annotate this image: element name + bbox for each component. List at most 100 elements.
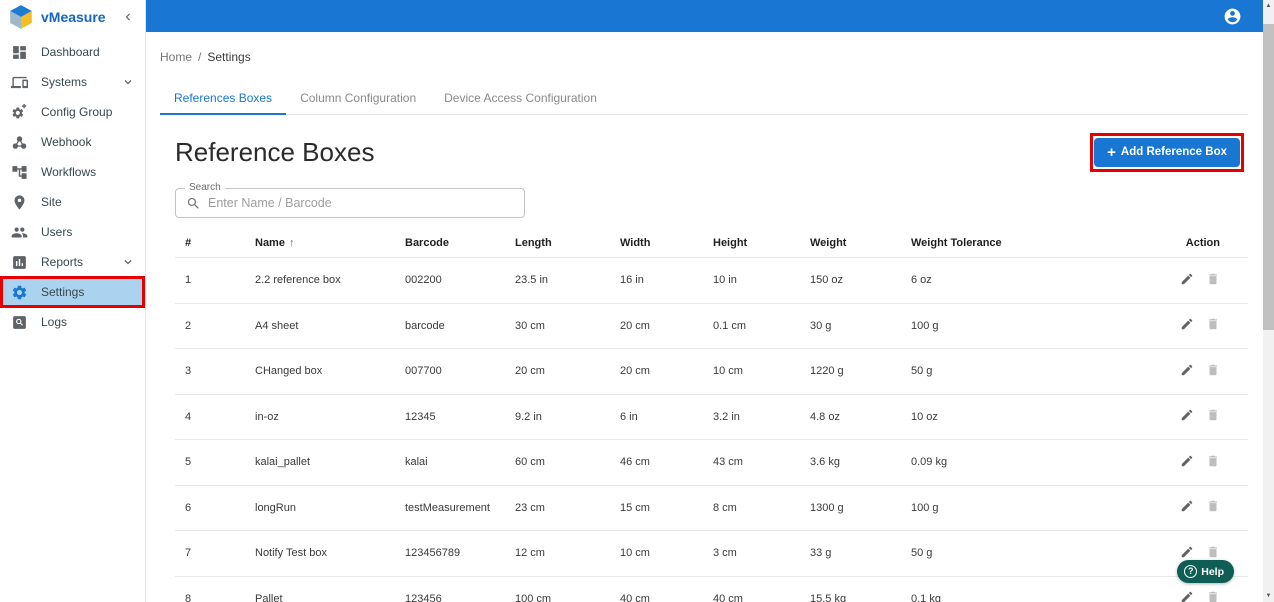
- edit-button[interactable]: [1180, 272, 1194, 289]
- table-cell: 10 oz: [911, 410, 938, 423]
- sidebar-collapse-button[interactable]: [121, 10, 135, 24]
- chevron-left-icon: [125, 13, 130, 21]
- delete-button[interactable]: [1206, 408, 1220, 425]
- users-icon: [11, 224, 28, 241]
- sidebar-item-label: Site: [41, 195, 62, 209]
- account-button[interactable]: [1223, 7, 1242, 26]
- add-reference-box-button[interactable]: + Add Reference Box: [1094, 137, 1240, 167]
- table-cell: 23 cm: [515, 501, 545, 514]
- sidebar-item-reports[interactable]: Reports: [0, 247, 145, 277]
- sidebar-item-label: Users: [41, 225, 73, 239]
- logs-icon: [11, 314, 28, 331]
- edit-icon: [1180, 454, 1194, 471]
- column-header-name[interactable]: Name ↑: [255, 237, 405, 249]
- edit-button[interactable]: [1180, 590, 1194, 602]
- sidebar-item-dashboard[interactable]: Dashboard: [0, 37, 145, 67]
- column-header-length[interactable]: Length: [515, 237, 620, 249]
- table-row: 6 longRun testMeasurement 23 cm 15 cm 8 cm 130…: [175, 486, 1248, 531]
- column-header-barcode[interactable]: Barcode: [405, 237, 515, 249]
- table-cell: 7: [185, 547, 192, 560]
- sidebar-item-webhook[interactable]: Webhook: [0, 127, 145, 157]
- column-header-weight-tolerance[interactable]: Weight Tolerance: [911, 237, 1180, 249]
- table-cell: 123456: [405, 592, 442, 602]
- table-header-row: # Name ↑ Barcode Length Width Height Weight Weig…: [175, 229, 1248, 258]
- table-cell: 1220 g: [810, 365, 844, 378]
- scrollbar[interactable]: ▲ ▼: [1263, 0, 1274, 602]
- page-title: Reference Boxes: [175, 137, 375, 167]
- table-cell: 3.2 in: [713, 410, 740, 423]
- column-header-label: Length: [515, 237, 552, 249]
- delete-button[interactable]: [1206, 317, 1220, 334]
- edit-button[interactable]: [1180, 408, 1194, 425]
- edit-button[interactable]: [1180, 454, 1194, 471]
- scroll-up-arrow[interactable]: ▲: [1265, 3, 1272, 9]
- scrollbar-thumb[interactable]: [1263, 24, 1274, 330]
- delete-button[interactable]: [1206, 454, 1220, 471]
- table-cell: 12 cm: [515, 547, 545, 560]
- tab-device-access-configuration[interactable]: Device Access Configuration: [444, 91, 597, 105]
- delete-icon: [1206, 408, 1220, 425]
- delete-button[interactable]: [1206, 499, 1220, 516]
- sidebar-item-settings[interactable]: Settings: [0, 276, 145, 308]
- main-content: Home / Settings References Boxes Column Co…: [146, 32, 1263, 602]
- delete-icon: [1206, 317, 1220, 334]
- table-cell: 123456789: [405, 547, 461, 560]
- column-header-label: #: [185, 237, 192, 249]
- tab-references-boxes[interactable]: References Boxes: [160, 84, 287, 115]
- column-header-weight[interactable]: Weight: [810, 237, 911, 249]
- scroll-down-arrow[interactable]: ▼: [1265, 593, 1272, 599]
- delete-button[interactable]: [1206, 272, 1220, 289]
- edit-button[interactable]: [1180, 545, 1194, 562]
- sidebar-item-label: Logs: [41, 315, 68, 329]
- sidebar: vMeasure Dashboard Systems Config Group Web…: [0, 0, 146, 602]
- table-cell-actions: [1180, 545, 1248, 562]
- edit-icon: [1180, 545, 1194, 562]
- table-cell: 15.5 kg: [810, 592, 847, 602]
- table-cell: 1: [185, 274, 192, 287]
- account-icon: [1224, 8, 1241, 24]
- column-header-action: Action: [1180, 237, 1248, 249]
- sidebar-item-workflows[interactable]: Workflows: [0, 157, 145, 187]
- table-cell: 5: [185, 456, 192, 469]
- sidebar-item-systems[interactable]: Systems: [0, 67, 145, 97]
- search-input[interactable]: [208, 196, 516, 210]
- sidebar-item-label: Workflows: [41, 165, 97, 179]
- sidebar-nav: Dashboard Systems Config Group Webhook Workf…: [0, 34, 145, 337]
- sidebar-item-label: Webhook: [41, 135, 92, 149]
- sidebar-item-label: Settings: [41, 285, 85, 299]
- table-cell: Pallet: [255, 592, 283, 602]
- edit-icon: [1180, 408, 1194, 425]
- sidebar-item-logs[interactable]: Logs: [0, 307, 145, 337]
- sidebar-item-site[interactable]: Site: [0, 187, 145, 217]
- table-cell: 50 g: [911, 547, 933, 560]
- edit-icon: [1180, 363, 1194, 380]
- sidebar-item-config-group[interactable]: Config Group: [0, 97, 145, 127]
- table-cell: 10 cm: [713, 365, 743, 378]
- breadcrumb-home-link[interactable]: Home: [160, 50, 193, 64]
- column-header-label: Height: [713, 237, 748, 249]
- table-cell: kalai_pallet: [255, 456, 311, 469]
- delete-button[interactable]: [1206, 590, 1220, 602]
- table-row: 7 Notify Test box 123456789 12 cm 10 cm 3 cm 3…: [175, 531, 1248, 577]
- column-header-width[interactable]: Width: [620, 237, 713, 249]
- column-header-height[interactable]: Height: [713, 237, 810, 249]
- delete-button[interactable]: [1206, 363, 1220, 380]
- sidebar-item-users[interactable]: Users: [0, 217, 145, 247]
- table-cell: 12345: [405, 410, 436, 423]
- vmeasure-logo-icon: [8, 4, 34, 30]
- dashboard-icon: [11, 44, 28, 61]
- edit-button[interactable]: [1180, 363, 1194, 380]
- table-cell-actions: [1180, 590, 1248, 602]
- tab-column-configuration[interactable]: Column Configuration: [300, 91, 417, 105]
- table-cell: 002200: [405, 274, 442, 287]
- search-field[interactable]: Search: [175, 182, 525, 218]
- edit-icon: [1180, 590, 1194, 602]
- question-circle-icon: ?: [1184, 565, 1198, 578]
- help-button[interactable]: ? Help: [1177, 560, 1234, 583]
- edit-button[interactable]: [1180, 499, 1194, 516]
- edit-button[interactable]: [1180, 317, 1194, 334]
- chevron-down-icon: [121, 255, 135, 269]
- delete-button[interactable]: [1206, 545, 1220, 562]
- table-cell-actions: [1180, 317, 1248, 334]
